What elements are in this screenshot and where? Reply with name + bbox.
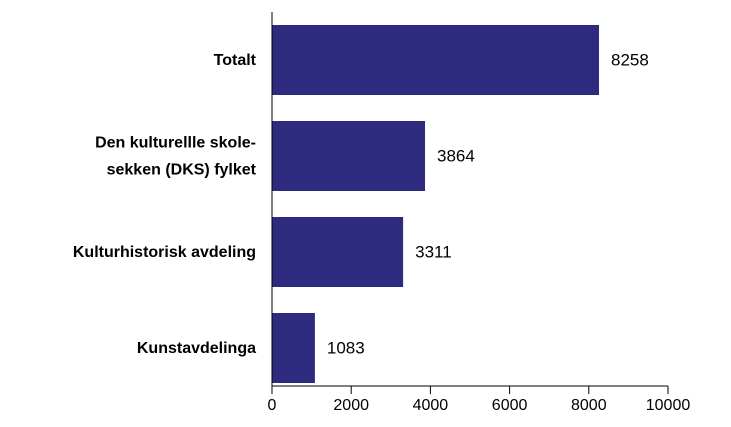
x-tick-label: 6000 xyxy=(492,397,528,414)
x-tick-label: 10000 xyxy=(646,397,691,414)
category-label: Kunstavdelinga xyxy=(137,340,256,357)
bars-group xyxy=(272,25,600,383)
category-label-line: Totalt xyxy=(214,52,257,69)
category-label-line: Den kulturellle skole- xyxy=(95,134,256,151)
category-label-line: Kulturhistorisk avdeling xyxy=(73,244,256,261)
bar xyxy=(272,217,404,287)
value-labels-group: 8258 3864 3311 1083 xyxy=(327,51,649,358)
bar-value-label: 1083 xyxy=(327,339,365,358)
x-ticks-group: 0 2000 4000 6000 8000 10000 xyxy=(268,386,691,414)
category-label-line: Kunstavdelinga xyxy=(137,340,256,357)
bar xyxy=(272,313,315,383)
x-tick-label: 8000 xyxy=(571,397,607,414)
x-tick-label: 0 xyxy=(268,397,277,414)
bar-value-label: 8258 xyxy=(611,51,649,70)
category-label: Den kulturellle skole-sekken (DKS) fylke… xyxy=(95,134,257,178)
bar xyxy=(272,25,600,95)
category-label: Totalt xyxy=(214,52,257,69)
x-tick-label: 4000 xyxy=(413,397,449,414)
bar-value-label: 3864 xyxy=(437,147,475,166)
bar-value-label: 3311 xyxy=(415,243,452,262)
category-label-line: sekken (DKS) fylket xyxy=(107,161,257,178)
category-label: Kulturhistorisk avdeling xyxy=(73,244,256,261)
bar xyxy=(272,121,426,191)
category-labels-group: Totalt Den kulturellle skole-sekken (DKS)… xyxy=(73,52,257,357)
x-tick-label: 2000 xyxy=(333,397,369,414)
